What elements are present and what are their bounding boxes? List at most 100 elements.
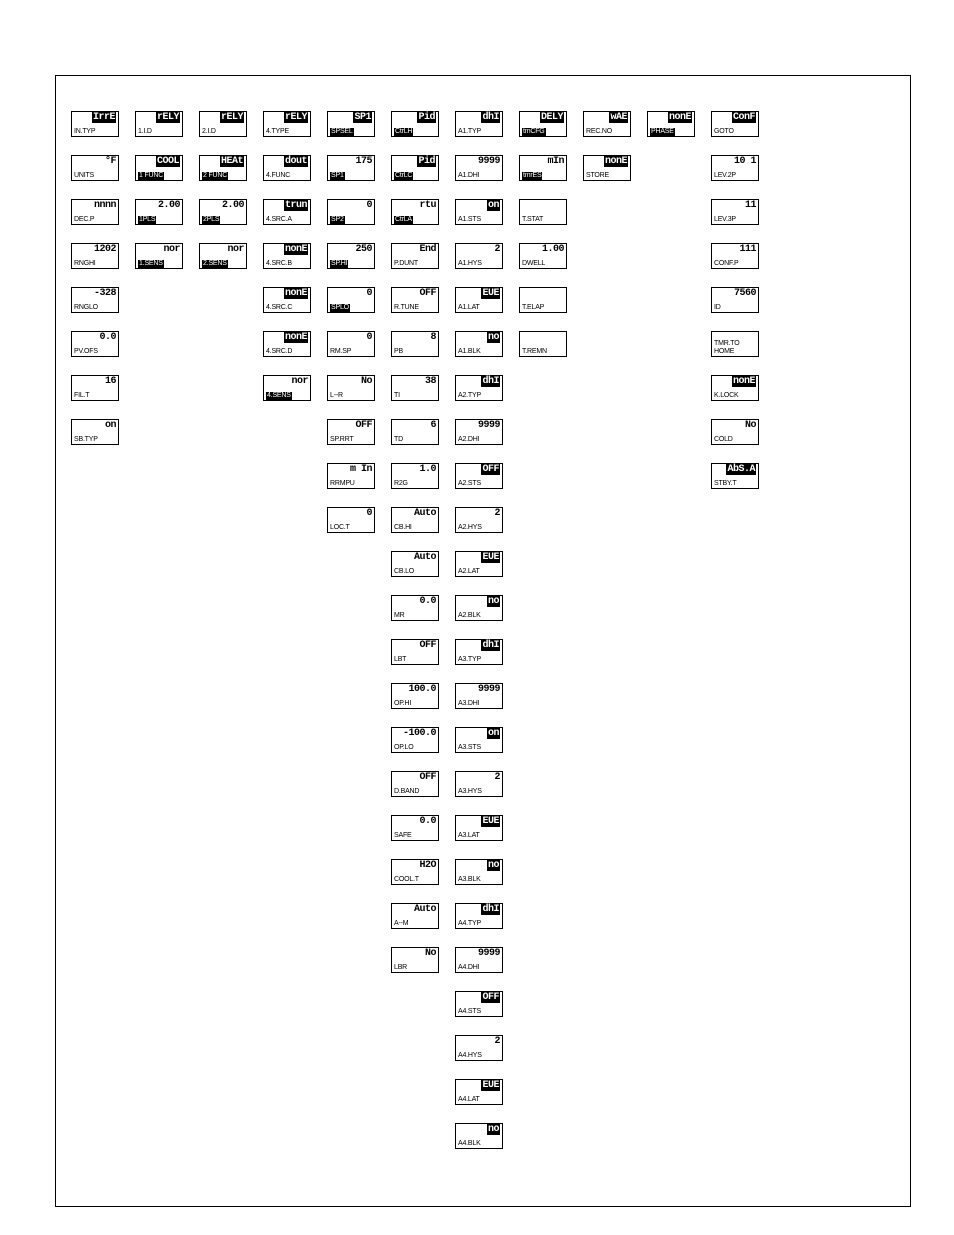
param-label: CtrLC [394,172,413,180]
param-value: Auto [414,552,436,563]
param-value: dhI [481,112,500,123]
param-value: End [419,244,436,255]
param-value: nonE [284,244,308,255]
param-value: 0 [366,288,372,299]
column-0: IrrEIN.TYP°FUNITSnnnnDEC.P1202RNGHI-328R… [71,111,119,463]
param-cell: nnnnDEC.P [71,199,119,225]
param-cell: NoCOLD [711,419,759,445]
param-label: LBT [394,656,406,664]
param-label: SPLO [330,304,350,312]
param-cell: OFFR.TUNE [391,287,439,313]
param-cell: -328RNGLO [71,287,119,313]
param-value: COOL [156,156,180,167]
param-label: 4.SRC.A [266,216,292,224]
param-label: tmrES [522,172,542,180]
param-label: 1PLS [138,216,156,224]
param-label: MR [394,612,405,620]
param-cell: °FUNITS [71,155,119,181]
param-value: °F [105,156,116,167]
param-value: Auto [414,904,436,915]
param-value: m In [350,464,372,475]
param-cell: PidCtrLC [391,155,439,181]
param-label: 4.SRC.C [266,304,292,312]
param-label: CtrLH [394,128,413,136]
param-label: RNGHI [74,260,96,268]
param-value: on [105,420,116,431]
param-label: SP.RRT [330,436,353,444]
param-label: OP.LO [394,744,414,752]
param-cell: EndP.DUNT [391,243,439,269]
param-label: 2.I.D [202,128,216,136]
param-cell: 0 SPLO [327,287,375,313]
param-label: 4.TYPE [266,128,289,136]
param-label: A--M [394,920,408,928]
param-value: EUE [481,552,500,563]
param-cell: 38TI [391,375,439,401]
param-cell: 11LEV.3P [711,199,759,225]
param-value: -328 [94,288,116,299]
param-label: LOC.T [330,524,350,532]
param-cell: 0.0PV.OFS [71,331,119,357]
param-label: CB.LO [394,568,414,576]
param-label: 4.FUNC [266,172,290,180]
param-cell: nonESTORE [583,155,631,181]
param-label: A2.TYP [458,392,481,400]
param-value: rELY [156,112,180,123]
param-value: 9999 [478,684,500,695]
param-cell: rELY 4.TYPE [263,111,311,137]
param-value: H2O [419,860,436,871]
param-cell: SP1SPSEL [327,111,375,137]
param-label: CONF.P [714,260,738,268]
param-value: 7560 [734,288,756,299]
column-5: PidCtrLHPidCtrLCrtuCtrLAEndP.DUNTOFFR.TU… [391,111,439,991]
param-value: 100.0 [408,684,436,695]
param-label: K.LOCK [714,392,738,400]
param-cell: T.ELAP [519,287,567,313]
param-label: 1.SENS [138,260,164,268]
param-cell: 6 TD [391,419,439,445]
param-label: P.DUNT [394,260,418,268]
param-value: dout [284,156,308,167]
param-cell: 2A4.HYS [455,1035,503,1061]
param-cell: 2.002PLS [199,199,247,225]
param-cell: nor2.SENS [199,243,247,269]
param-value: 250 [355,244,372,255]
param-cell: wAEREC.NO [583,111,631,137]
param-cell: 0LOC.T [327,507,375,533]
param-label: TD [394,436,403,444]
param-cell: 0.0SAFE [391,815,439,841]
param-cell: 100.0OP.HI [391,683,439,709]
param-label: A4.BLK [458,1140,481,1148]
param-label: A1.TYP [458,128,481,136]
param-label: 2 FUNC [202,172,228,180]
param-label: 2PLS [202,216,220,224]
param-value: on [487,728,500,739]
param-label: RRMPU [330,480,355,488]
param-value: 6 [430,420,436,431]
param-cell: Auto A--M [391,903,439,929]
param-cell: COOL 1 FUNC [135,155,183,181]
param-cell: m In RRMPU [327,463,375,489]
param-label: SPSEL [330,128,354,136]
param-cell: EUEA2.LAT [455,551,503,577]
param-cell: 9999A3.DHI [455,683,503,709]
param-value: OFF [419,640,436,651]
param-value: rELY [284,112,308,123]
param-value: no [487,860,500,871]
param-cell: AbS.ASTBY.T [711,463,759,489]
param-value: 0 [366,332,372,343]
param-label: 1 FUNC [138,172,164,180]
param-label: A3.BLK [458,876,481,884]
param-cell: OFFA4.STS [455,991,503,1017]
param-label: A2.LAT [458,568,480,576]
param-value: mIn [547,156,564,167]
param-value: OFF [419,288,436,299]
param-value: 10 1 [734,156,756,167]
param-label: A4.DHI [458,964,479,972]
param-value: nonE [732,376,756,387]
column-10: ConFGOTO10 1LEV.2P11LEV.3P111CONF.P7560I… [711,111,759,507]
param-value: OFF [481,992,500,1003]
param-label: A2.DHI [458,436,479,444]
param-value: 175 [355,156,372,167]
param-label: FIL.T [74,392,89,400]
